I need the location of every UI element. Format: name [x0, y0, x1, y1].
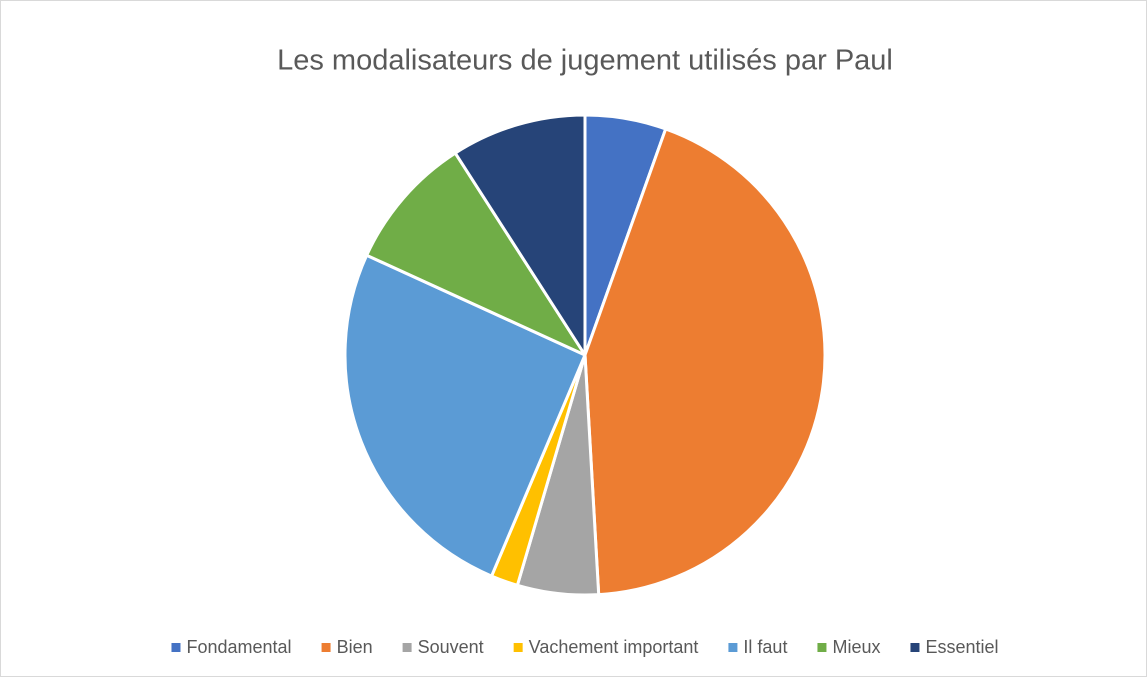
- legend-swatch: [513, 643, 523, 652]
- pie-slice: [583, 127, 827, 597]
- legend-label: Vachement important: [529, 637, 699, 657]
- legend-label: Souvent: [418, 637, 484, 657]
- pie-slice: [343, 253, 587, 578]
- legend-label: Fondamental: [186, 637, 291, 657]
- legend-label: Mieux: [832, 637, 880, 657]
- legend-swatch: [171, 643, 181, 652]
- legend-swatch: [817, 643, 827, 652]
- legend-swatch: [402, 643, 412, 652]
- legend-label: Bien: [337, 637, 373, 657]
- legend-label: Essentiel: [925, 637, 998, 657]
- legend-swatch: [321, 643, 331, 652]
- legend-swatch: [910, 643, 920, 652]
- legend-label: Il faut: [743, 637, 787, 657]
- chart-title: Les modalisateurs de jugement utilisés p…: [277, 45, 893, 77]
- legend-swatch: [728, 643, 738, 652]
- pie-slice: [365, 151, 587, 357]
- pie-slice: [453, 113, 587, 357]
